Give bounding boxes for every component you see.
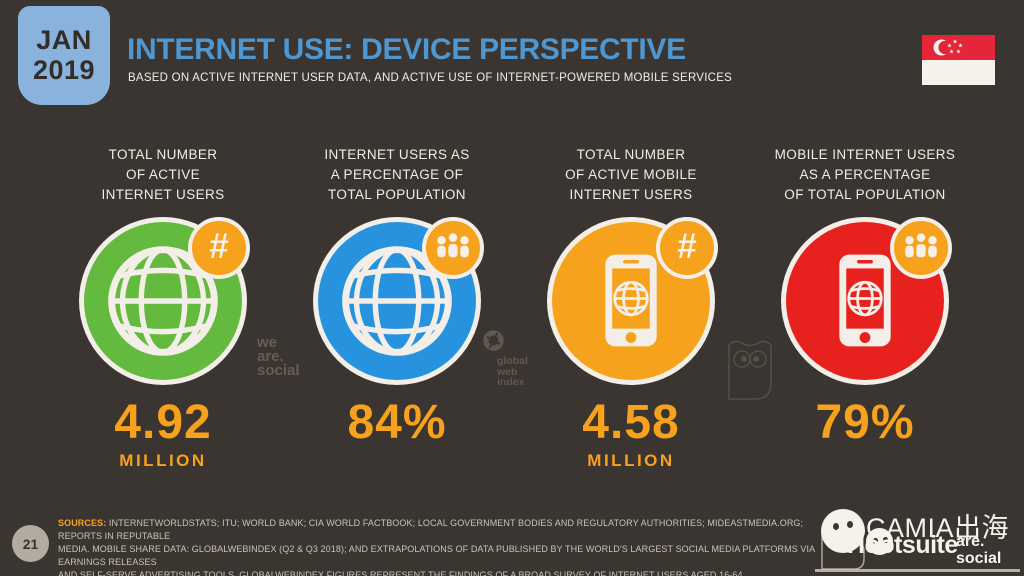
stat-column-internet-users-pct: INTERNET USERS AS A PERCENTAGE OF TOTAL …: [277, 145, 517, 471]
singapore-flag-icon: [922, 35, 995, 85]
page-number-badge: 21: [12, 525, 49, 562]
hootsuite-owl-watermark: [728, 340, 772, 400]
camia-logo: CAMIA出海: [866, 513, 1010, 543]
globalwebindex-watermark: global web index: [483, 330, 528, 388]
date-badge: JAN 2019: [18, 6, 110, 105]
hootsuite-logo: Hootsuite™: [847, 531, 966, 559]
stat-label: TOTAL NUMBER OF ACTIVE MOBILE INTERNET U…: [565, 147, 697, 202]
date-month: JAN: [36, 24, 92, 55]
stat-badge: #: [656, 217, 718, 279]
trademark-symbol: ™: [957, 536, 966, 546]
stat-value: 84%: [347, 396, 447, 449]
people-icon: [905, 231, 937, 259]
stat-circle: [552, 222, 710, 380]
stat-badge: [890, 217, 952, 279]
stat-column-mobile-internet-users: TOTAL NUMBER OF ACTIVE MOBILE INTERNET U…: [511, 145, 751, 471]
we-are-social-watermark: we are. social: [257, 334, 300, 379]
stat-value: 79%: [815, 396, 915, 449]
smartphone-icon: [839, 254, 891, 347]
watermark-underline: [815, 569, 1020, 572]
stat-unit: MILLION: [587, 451, 675, 470]
globalwebindex-icon: [483, 330, 504, 351]
stat-value: 4.58: [582, 396, 680, 449]
stat-unit: MILLION: [119, 451, 207, 470]
sources-label: SOURCES:: [58, 518, 107, 528]
camia-face-icon: [821, 509, 865, 553]
stat-label: MOBILE INTERNET USERS AS A PERCENTAGE OF…: [774, 147, 956, 202]
camia-face-icon-small: [863, 525, 896, 558]
page-title: INTERNET USE: DEVICE PERSPECTIVE: [127, 33, 686, 66]
smartphone-icon: [605, 254, 657, 347]
hashtag-icon: #: [209, 226, 229, 266]
stat-badge: [422, 217, 484, 279]
stat-badge: #: [188, 217, 250, 279]
date-year: 2019: [32, 54, 96, 85]
people-icon: [437, 231, 469, 259]
sources-text: SOURCES: INTERNETWORLDSTATS; ITU; WORLD …: [58, 518, 815, 576]
stat-column-internet-users: TOTAL NUMBER OF ACTIVE INTERNET USERS # …: [43, 145, 283, 471]
globe-icon: [342, 246, 452, 356]
stat-unit: [745, 451, 985, 471]
page-subtitle: BASED ON ACTIVE INTERNET USER DATA, AND …: [128, 72, 733, 84]
stat-circle: [786, 222, 944, 380]
stat-column-mobile-internet-pct: MOBILE INTERNET USERS AS A PERCENTAGE OF…: [745, 145, 985, 471]
stat-unit: [277, 451, 517, 471]
hashtag-icon: #: [677, 226, 697, 266]
stat-label: INTERNET USERS AS A PERCENTAGE OF TOTAL …: [324, 147, 470, 202]
we-are-social-logo: are. social: [956, 533, 1002, 567]
globe-icon: [108, 246, 218, 356]
stat-value: 4.92: [114, 396, 212, 449]
stat-label: TOTAL NUMBER OF ACTIVE INTERNET USERS: [101, 147, 225, 202]
